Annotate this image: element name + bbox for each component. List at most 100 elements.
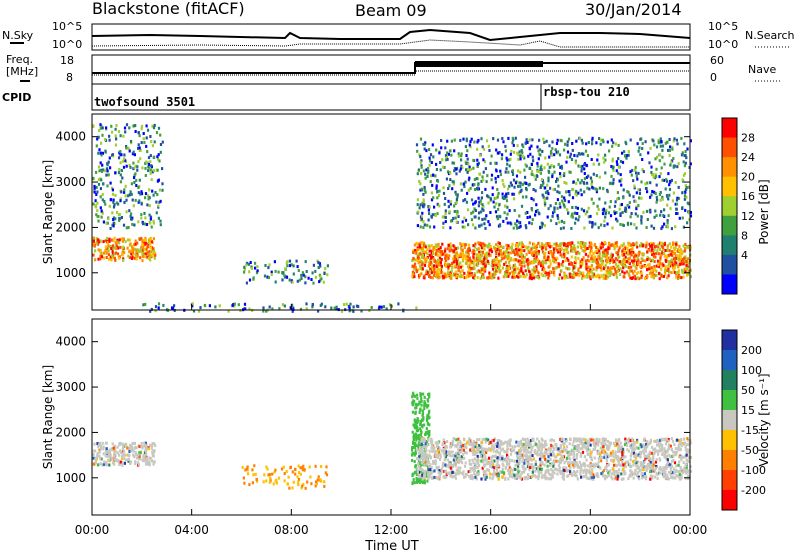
echo-cell (591, 471, 594, 475)
echo-cell (506, 205, 509, 209)
echo-cell (677, 264, 680, 268)
echo-cell (591, 142, 594, 146)
echo-cell (566, 150, 570, 154)
echo-cell (107, 249, 110, 253)
echo-cell (149, 443, 152, 447)
echo-cell (345, 302, 348, 306)
echo-cell (592, 257, 595, 261)
echo-cell (446, 247, 450, 251)
echo-cell (628, 248, 631, 252)
echo-cell (493, 205, 496, 209)
echo-cell (519, 154, 522, 158)
echo-cell (548, 265, 551, 269)
echo-cell (605, 276, 608, 280)
echo-cell (158, 188, 161, 192)
echo-cell (437, 250, 440, 254)
echo-cell (287, 475, 290, 479)
echo-cell (598, 276, 601, 280)
echo-cell (421, 201, 424, 205)
echo-cell (453, 210, 456, 213)
echo-cell (685, 156, 688, 160)
echo-cell (591, 185, 594, 189)
echo-cell (509, 181, 512, 185)
echo-cell (421, 267, 424, 271)
echo-cell (600, 448, 604, 452)
echo-cell (504, 477, 507, 481)
echo-cell (591, 138, 594, 142)
echo-cell (580, 169, 583, 173)
echo-cell (479, 199, 482, 203)
echo-cell (659, 247, 662, 251)
echo-cell (527, 154, 530, 158)
echo-cell (668, 260, 671, 264)
echo-cell (543, 203, 547, 207)
echo-cell (537, 262, 540, 266)
echo-cell (677, 162, 680, 166)
echo-cell (417, 442, 420, 446)
echo-cell (474, 462, 477, 466)
echo-cell (574, 265, 577, 269)
echo-cell (416, 436, 419, 440)
echo-cell (636, 438, 639, 442)
echo-cell (414, 262, 417, 266)
echo-cell (413, 251, 416, 255)
echo-cell (448, 263, 451, 267)
echo-cell (438, 458, 442, 461)
echo-cell (633, 259, 636, 263)
echo-cell (525, 246, 528, 250)
echo-cell (94, 258, 97, 262)
echo-cell (669, 179, 672, 183)
echo-cell (531, 218, 534, 222)
echo-cell (457, 453, 461, 457)
echo-cell (460, 455, 463, 459)
echo-cell (588, 244, 591, 248)
echo-cell (302, 273, 305, 277)
echo-cell (485, 260, 488, 264)
echo-cell (684, 476, 687, 480)
echo-cell (113, 454, 116, 458)
echo-cell (448, 184, 451, 188)
echo-cell (685, 263, 688, 267)
echo-cell (595, 258, 598, 262)
echo-cell (155, 200, 158, 204)
echo-cell (104, 245, 107, 249)
noise-tick-top-left: 10^5 (52, 20, 82, 33)
echo-cell (512, 226, 515, 230)
echo-cell (569, 152, 572, 156)
echo-cell (529, 274, 532, 277)
echo-cell (418, 411, 421, 414)
echo-cell (121, 463, 124, 467)
echo-cell (248, 483, 251, 487)
echo-cell (578, 273, 581, 277)
echo-cell (585, 142, 588, 146)
echo-cell (686, 273, 689, 277)
echo-cell (577, 267, 580, 271)
echo-cell (547, 455, 550, 459)
echo-cell (516, 226, 519, 230)
echo-cell (495, 269, 498, 273)
echo-cell (469, 145, 472, 149)
echo-cell (496, 257, 499, 261)
echo-cell (415, 433, 418, 437)
echo-cell (516, 151, 519, 155)
echo-cell (108, 239, 111, 243)
echo-cell (479, 241, 482, 245)
echo-cell (666, 203, 669, 207)
echo-cell (444, 197, 447, 200)
echo-cell (497, 451, 500, 455)
search-noise-line (91, 39, 690, 48)
echo-cell (464, 198, 467, 202)
echo-cell (557, 162, 560, 166)
echo-cell (669, 463, 672, 467)
echo-cell (108, 156, 111, 160)
echo-cell (412, 251, 415, 254)
echo-cell (651, 476, 654, 480)
echo-cell (109, 198, 113, 202)
echo-cell (124, 240, 127, 244)
echo-cell (633, 254, 636, 258)
echo-cell (457, 448, 460, 452)
echo-cell (644, 442, 648, 446)
echo-cell (649, 244, 652, 248)
echo-cell (414, 442, 417, 445)
echo-cell (618, 255, 621, 259)
